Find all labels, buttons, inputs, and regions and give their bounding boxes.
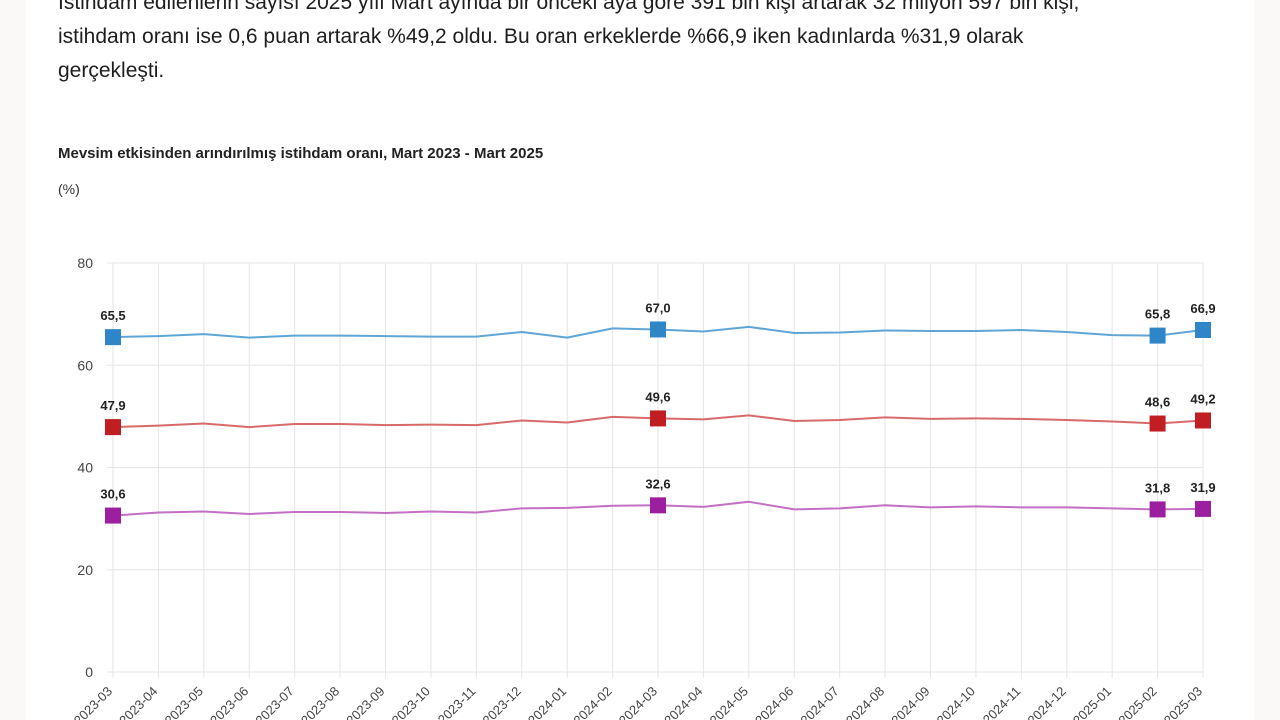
x-tick-label: 2024-03 xyxy=(616,684,660,720)
article-paragraph: İstihdam edilenlerin sayısı 2025 yılı Ma… xyxy=(58,0,1224,88)
data-point-marker xyxy=(105,419,121,436)
article-line: istihdam oranı ise 0,6 puan artarak %49,… xyxy=(58,25,1024,48)
x-tick-label: 2023-10 xyxy=(389,684,433,720)
y-tick-label: 80 xyxy=(77,255,93,271)
y-tick-label: 60 xyxy=(77,357,93,373)
data-label: 49,6 xyxy=(645,389,670,404)
x-tick-label: 2024-05 xyxy=(707,684,751,720)
x-tick-label: 2024-06 xyxy=(752,684,796,720)
x-tick-label: 2024-12 xyxy=(1025,684,1069,720)
data-label: 48,6 xyxy=(1145,395,1170,410)
data-point-marker xyxy=(650,410,666,427)
x-tick-label: 2023-12 xyxy=(480,684,524,720)
x-tick-label: 2023-06 xyxy=(207,684,251,720)
data-point-marker xyxy=(1195,500,1211,517)
data-point-marker xyxy=(1149,415,1166,432)
x-tick-label: 2023-11 xyxy=(435,684,479,720)
x-tick-label: 2023-04 xyxy=(116,684,160,720)
data-label: 49,2 xyxy=(1190,391,1215,406)
x-tick-label: 2023-09 xyxy=(343,684,387,720)
x-tick-label: 2024-07 xyxy=(797,684,841,720)
data-point-marker xyxy=(1195,321,1211,338)
data-point-marker xyxy=(650,321,666,338)
x-tick-label: 2024-09 xyxy=(888,684,932,720)
data-label: 30,6 xyxy=(100,487,125,502)
y-tick-label: 40 xyxy=(77,460,93,476)
x-tick-label: 2024-11 xyxy=(980,684,1024,720)
data-label: 31,8 xyxy=(1145,480,1170,495)
x-tick-label: 2024-10 xyxy=(934,684,978,720)
data-point-marker xyxy=(1149,327,1166,344)
x-tick-label: 2024-08 xyxy=(843,684,887,720)
x-tick-label: 2025-02 xyxy=(1115,684,1159,720)
chart-unit-label: (%) xyxy=(58,181,80,197)
y-tick-label: 20 xyxy=(77,562,93,578)
x-tick-label: 2025-01 xyxy=(1070,684,1114,720)
data-label: 67,0 xyxy=(645,300,670,315)
article-line: gerçekleşti. xyxy=(58,59,165,82)
y-tick-label: 0 xyxy=(85,664,93,680)
data-label: 47,9 xyxy=(100,398,125,413)
x-tick-label: 2024-01 xyxy=(525,684,569,720)
data-label: 31,9 xyxy=(1190,480,1215,495)
right-margin xyxy=(1254,0,1280,720)
data-label: 66,9 xyxy=(1190,301,1215,316)
x-tick-label: 2024-02 xyxy=(570,684,614,720)
data-label: 32,6 xyxy=(645,476,670,491)
data-label: 65,5 xyxy=(100,308,125,323)
x-tick-label: 2025-03 xyxy=(1161,684,1205,720)
data-point-marker xyxy=(1149,501,1166,518)
article-line: İstihdam edilenlerin sayısı 2025 yılı Ma… xyxy=(58,0,1080,14)
data-point-marker xyxy=(105,507,121,524)
left-margin xyxy=(0,0,26,720)
data-point-marker xyxy=(105,329,121,346)
x-tick-label: 2023-07 xyxy=(252,684,296,720)
chart-title: Mevsim etkisinden arındırılmış istihdam … xyxy=(58,145,544,162)
x-tick-label: 2023-03 xyxy=(71,684,115,720)
x-tick-label: 2024-04 xyxy=(661,684,705,720)
data-point-marker xyxy=(1195,412,1211,429)
data-point-marker xyxy=(650,497,666,514)
data-label: 65,8 xyxy=(1145,307,1170,322)
x-tick-label: 2023-08 xyxy=(298,684,342,720)
x-tick-label: 2023-05 xyxy=(162,684,206,720)
